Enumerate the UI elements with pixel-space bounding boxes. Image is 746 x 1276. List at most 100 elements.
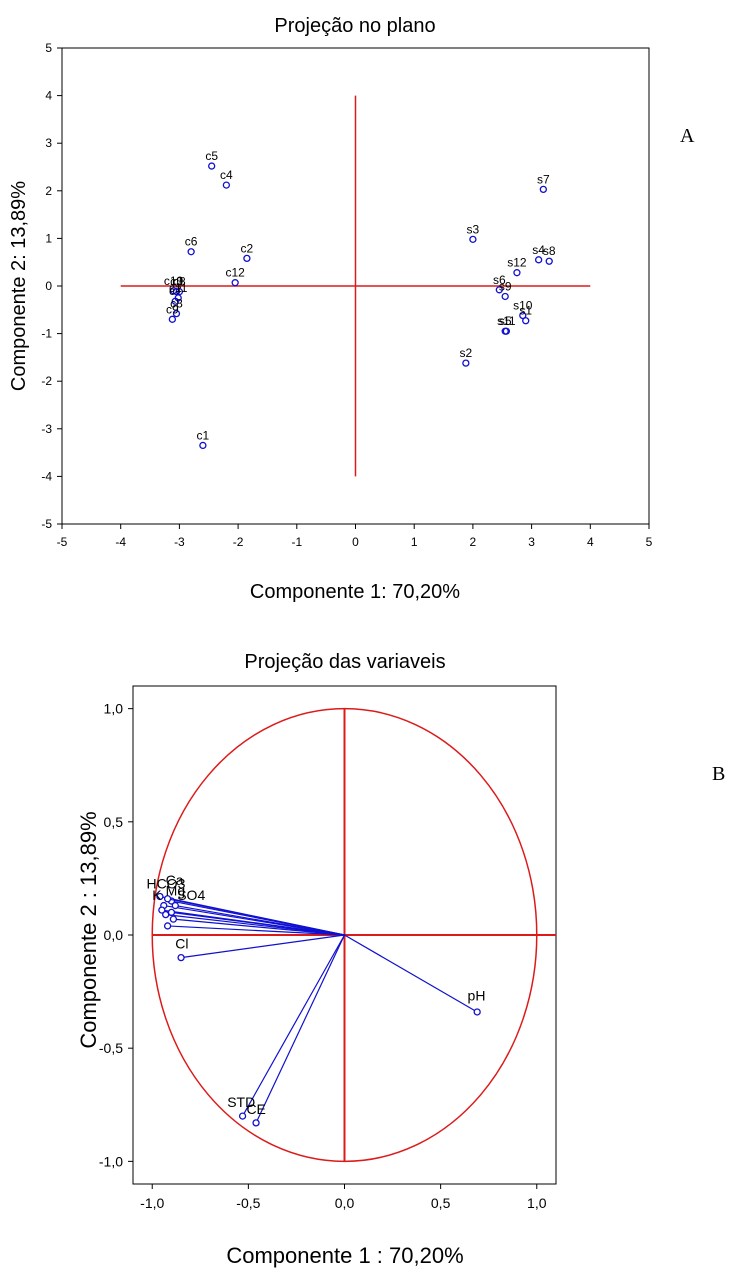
panel-a-points: c1c2c4c5c6c12c10c3c8c7c11c8c9s2s3s4s5s6s… bbox=[164, 149, 556, 450]
variable-vector-Cl bbox=[180, 934, 345, 959]
x-tick-label: -4 bbox=[115, 535, 126, 549]
y-tick-label: 4 bbox=[45, 89, 52, 103]
sample-point-c12 bbox=[231, 279, 239, 287]
y-tick-label: -1 bbox=[41, 327, 52, 341]
y-tick-label: 0 bbox=[45, 279, 52, 293]
y-tick-label: -3 bbox=[41, 422, 52, 436]
x-tick-label: 3 bbox=[528, 535, 535, 549]
variable-label: STD bbox=[227, 1094, 255, 1110]
variable-vector-STD bbox=[242, 934, 346, 1117]
panel-a-reference-lines bbox=[120, 95, 591, 477]
variable-point-K bbox=[171, 901, 179, 910]
variable-point-HCO3 bbox=[156, 892, 164, 901]
sample-point-label: c1 bbox=[197, 428, 210, 442]
sample-point-label: s5 bbox=[499, 314, 512, 328]
variable-point-pH bbox=[473, 1008, 481, 1016]
panel-b-chart: Projeção das variaveis -1,0 -0,5 0,0 0,5 1,0… bbox=[76, 651, 725, 1268]
x-tick-label: -2 bbox=[233, 535, 244, 549]
sample-point-s6 bbox=[495, 286, 503, 294]
panel-a-ticks: -5 -4 -3 -2 -1 0 1 2 3 4 5 -5 -4 -3 -2 -1 0 1 2 3 4 5 bbox=[41, 41, 652, 549]
sample-point-s4 bbox=[534, 256, 543, 264]
sample-point-s2 bbox=[462, 359, 470, 367]
panel-a-letter: A bbox=[680, 125, 695, 147]
sample-point-c8 bbox=[172, 309, 181, 318]
sample-point-label: s7 bbox=[537, 172, 550, 186]
variable-vector-CE bbox=[255, 934, 346, 1124]
panel-b-letter: B bbox=[712, 763, 725, 785]
x-tick-label: 2 bbox=[470, 535, 477, 549]
variable-vector-pH bbox=[344, 934, 478, 1013]
variable-vector-Alc bbox=[165, 914, 345, 936]
sample-point-label: s11 bbox=[497, 314, 516, 328]
sample-point-label: c9 bbox=[166, 302, 179, 316]
sample-point-label: s1 bbox=[519, 304, 532, 318]
sample-point-label: c8 bbox=[173, 275, 186, 289]
y-tick-label: -2 bbox=[41, 374, 52, 388]
y-tick-label: 1,0 bbox=[104, 701, 124, 717]
variable-label: CE bbox=[246, 1101, 265, 1117]
sample-point-c5 bbox=[208, 162, 216, 170]
variable-point-SiO2 bbox=[158, 906, 166, 914]
sample-point-label: s2 bbox=[460, 346, 473, 360]
panel-b-vectors bbox=[156, 892, 481, 1127]
panel-a-chart: Projeção no plano -5 -4 -3 -2 -1 0 1 2 3 4 5 -5 -4 -3… bbox=[8, 15, 695, 603]
x-tick-label: 5 bbox=[646, 535, 653, 549]
variable-point-CE bbox=[252, 1119, 260, 1127]
sample-point-label: c8 bbox=[170, 297, 183, 311]
variable-label: HCO3 bbox=[146, 876, 185, 892]
sample-point-label: s9 bbox=[499, 279, 512, 293]
variable-vector-K bbox=[175, 904, 345, 936]
panel-b-y-axis-label: Componente 2 : 13,89% bbox=[76, 811, 101, 1048]
sample-point-label: c3 bbox=[170, 275, 183, 289]
panel-a-title: Projeção no plano bbox=[274, 15, 435, 37]
sample-point-label: s8 bbox=[543, 244, 556, 258]
sample-point-label: c11 bbox=[169, 281, 188, 295]
x-tick-label: -1 bbox=[291, 535, 302, 549]
x-tick-label: 0,5 bbox=[431, 1195, 451, 1211]
panel-b-ticks: -1,0 -0,5 0,0 0,5 1,0 -1,0 -0,5 0,0 0,5 1,0 bbox=[99, 701, 547, 1211]
variable-label: Cl bbox=[175, 936, 188, 952]
y-tick-label: 5 bbox=[45, 41, 52, 55]
sample-point-label: c2 bbox=[241, 241, 254, 255]
sample-point-c11 bbox=[174, 294, 182, 302]
sample-point-c4 bbox=[222, 181, 231, 189]
sample-point-label: s6 bbox=[493, 273, 506, 287]
variable-label: pH bbox=[468, 988, 486, 1004]
variable-point-DT bbox=[169, 915, 178, 923]
sample-point-label: c6 bbox=[185, 235, 198, 249]
y-tick-label: 2 bbox=[45, 184, 52, 198]
variable-vector-NO3 bbox=[167, 925, 345, 936]
variable-point-STD bbox=[238, 1112, 247, 1120]
x-tick-label: 0,0 bbox=[335, 1195, 355, 1211]
variable-point-NO3 bbox=[163, 922, 172, 930]
sample-point-label: s10 bbox=[513, 299, 533, 313]
y-tick-label: -0,5 bbox=[99, 1040, 123, 1056]
variable-point-Alc bbox=[162, 910, 170, 919]
panel-a-y-axis-label: Componente 2: 13,89% bbox=[8, 181, 30, 391]
sample-point-label: c10 bbox=[164, 274, 184, 288]
sample-point-c9 bbox=[168, 315, 177, 323]
y-tick-label: -5 bbox=[41, 517, 52, 531]
x-tick-label: 1 bbox=[411, 535, 418, 549]
y-tick-label: 3 bbox=[45, 136, 52, 150]
sample-point-c1 bbox=[199, 441, 207, 450]
sample-point-s11 bbox=[502, 327, 511, 335]
variable-label: K bbox=[152, 887, 162, 903]
x-tick-label: -5 bbox=[57, 535, 68, 549]
y-tick-label: 1 bbox=[45, 231, 52, 245]
sample-point-s9 bbox=[501, 292, 509, 301]
sample-point-label: s3 bbox=[467, 222, 480, 236]
y-tick-label: -1,0 bbox=[99, 1153, 123, 1169]
x-tick-label: -0,5 bbox=[236, 1195, 260, 1211]
panel-b-title: Projeção das variaveis bbox=[244, 651, 445, 673]
variable-label: SO4 bbox=[177, 887, 205, 903]
variable-point-Cl bbox=[177, 953, 185, 962]
x-tick-label: -3 bbox=[174, 535, 185, 549]
sample-point-s12 bbox=[513, 269, 521, 277]
sample-point-s3 bbox=[469, 235, 477, 244]
panel-a-x-axis-label: Componente 1: 70,20% bbox=[250, 581, 460, 603]
sample-point-label: s4 bbox=[532, 243, 545, 257]
sample-point-s7 bbox=[539, 185, 547, 194]
